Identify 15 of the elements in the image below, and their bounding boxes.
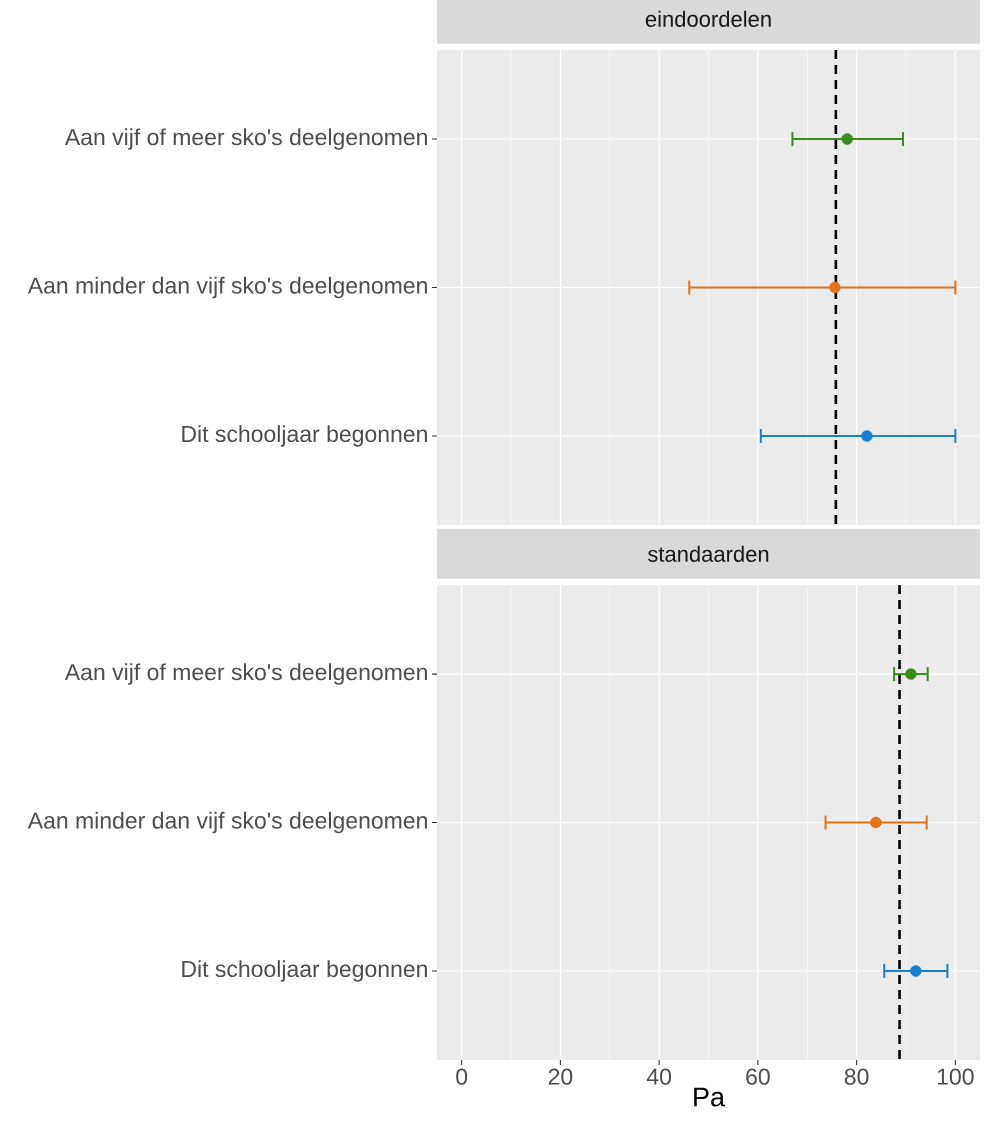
y-tick-label: Aan vijf of meer sko's deelgenomen xyxy=(64,128,427,150)
y-tick-label: Dit schooljaar begonnen xyxy=(182,960,427,982)
x-tick-label: 20 xyxy=(548,1068,573,1085)
x-tick-label: 80 xyxy=(844,1068,869,1085)
y-tick-label: Aan minder dan vijf sko's deelgenomen xyxy=(27,276,427,299)
x-tick-label: 0 xyxy=(456,1068,468,1085)
chart-title: eindoordelen xyxy=(645,10,771,27)
x-axis-title: Pa xyxy=(694,1087,726,1107)
y-tick-label: Aan vijf of meer sko's deelgenomen xyxy=(64,663,427,685)
x-tick-label: 60 xyxy=(746,1068,770,1085)
chart-title: standaarden xyxy=(647,545,769,562)
x-tick-label: 40 xyxy=(646,1068,672,1085)
y-tick-label: Dit schooljaar begonnen xyxy=(182,425,427,447)
y-tick-label: Aan minder dan vijf sko's deelgenomen xyxy=(27,811,427,834)
x-tick-label: 100 xyxy=(937,1068,974,1085)
